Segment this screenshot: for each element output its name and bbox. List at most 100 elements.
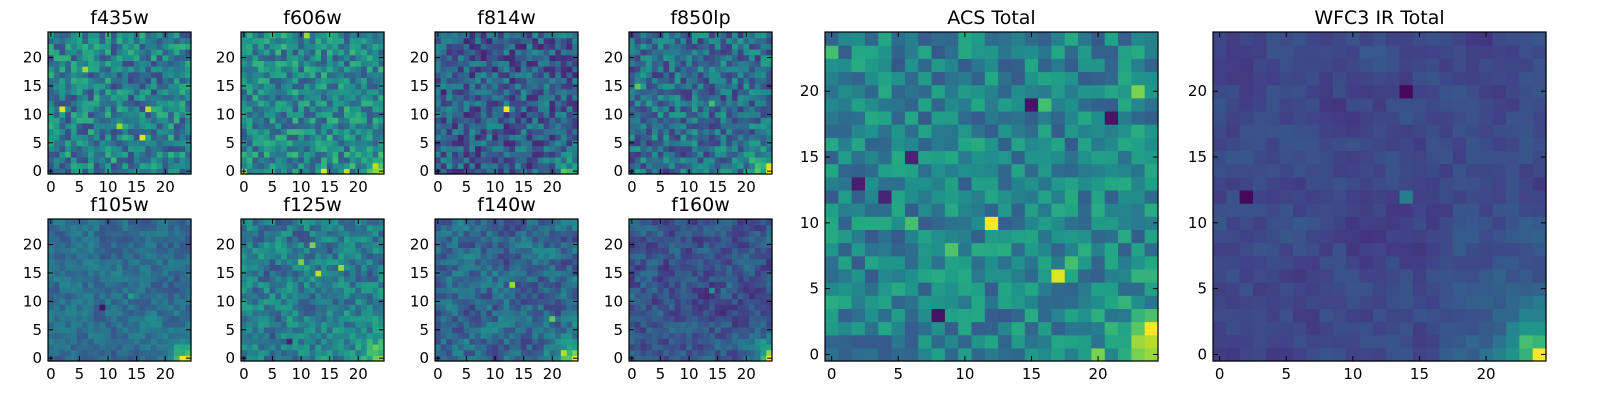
heatmap-cell [122,140,128,146]
heatmap-cell [567,163,573,169]
heatmap-cell [373,287,379,293]
heatmap-cell [561,83,567,89]
heatmap-cell [264,55,270,61]
heatmap-cell [464,49,470,55]
heatmap-cell [77,259,83,265]
heatmap-cell [469,100,475,106]
heatmap-cell [367,236,373,242]
heatmap-cell [310,49,316,55]
heatmap-cell [275,134,281,140]
heatmap-cell [452,304,458,310]
heatmap-cell [715,338,721,344]
heatmap-cell [464,304,470,310]
heatmap-cell [761,316,767,322]
heatmap-cell [544,350,550,356]
heatmap-cell [310,55,316,61]
heatmap-cell [726,163,732,169]
heatmap-cell [105,163,111,169]
heatmap-cell [367,83,373,89]
heatmap-cell [258,321,264,327]
heatmap-cell [663,129,669,135]
heatmap-cell [298,253,304,259]
heatmap-cell [441,129,447,135]
heatmap-cell [532,66,538,72]
heatmap-cell [140,259,146,265]
heatmap-cell [71,151,77,157]
heatmap-cell [663,304,669,310]
heatmap-cell [640,293,646,299]
heatmap-cell [441,321,447,327]
heatmap-cell [538,293,544,299]
heatmap-cell [344,55,350,61]
heatmap-cell [492,253,498,259]
heatmap-cell [469,83,475,89]
heatmap-cell [59,310,65,316]
heatmap-cell [71,219,77,225]
heatmap-cell [732,134,738,140]
heatmap-cell [521,321,527,327]
y-tick-label: 10 [23,292,42,310]
heatmap-cell [743,49,749,55]
heatmap-cell [122,100,128,106]
heatmap-cell [373,77,379,83]
heatmap-cell [140,55,146,61]
heatmap-cell [350,344,356,350]
heatmap-cell [703,83,709,89]
heatmap-cell [646,72,652,78]
heatmap-cell [258,55,264,61]
heatmap-cell [464,83,470,89]
heatmap-cell [65,293,71,299]
heatmap-cell [509,129,515,135]
heatmap-cell [721,338,727,344]
heatmap-cell [726,140,732,146]
heatmap-cell [264,100,270,106]
heatmap-cell [292,72,298,78]
heatmap-cell [258,316,264,322]
heatmap-cell [140,89,146,95]
heatmap-cell [469,134,475,140]
heatmap-cell [105,333,111,339]
heatmap-cell [452,72,458,78]
heatmap-cell [646,38,652,44]
heatmap-cell [151,242,157,248]
heatmap-cell [486,55,492,61]
heatmap-cell [646,100,652,106]
heatmap-cell [151,163,157,169]
heatmap-cell [140,281,146,287]
heatmap-cell [755,310,761,316]
heatmap-cell [367,140,373,146]
heatmap-cell [105,344,111,350]
heatmap-cell [464,94,470,100]
heatmap-cell [698,270,704,276]
heatmap-cell [726,310,732,316]
heatmap-cell [304,327,310,333]
heatmap-cell [54,270,60,276]
heatmap-cell [48,129,54,135]
heatmap-cell [292,106,298,112]
heatmap-cell [168,270,174,276]
heatmap-cell [498,253,504,259]
heatmap-cell [452,32,458,38]
heatmap-cell [481,333,487,339]
heatmap-cell [304,77,310,83]
heatmap-cell [140,157,146,163]
heatmap-cell [333,77,339,83]
heatmap-cell [77,304,83,310]
heatmap-cell [721,43,727,49]
heatmap-cell [561,225,567,231]
heatmap-cell [88,287,94,293]
heatmap-cell [515,270,521,276]
heatmap-cell [281,123,287,129]
heatmap-cell [498,134,504,140]
heatmap-cell [561,259,567,265]
heatmap-cell [275,43,281,49]
heatmap-cell [549,304,555,310]
heatmap-cell [65,299,71,305]
heatmap-cell [721,72,727,78]
heatmap-cell [680,281,686,287]
y-tick-label: 20 [23,49,42,67]
heatmap-cell [629,129,635,135]
heatmap-cell [252,321,258,327]
heatmap-cell [680,333,686,339]
heatmap-cell [270,230,276,236]
